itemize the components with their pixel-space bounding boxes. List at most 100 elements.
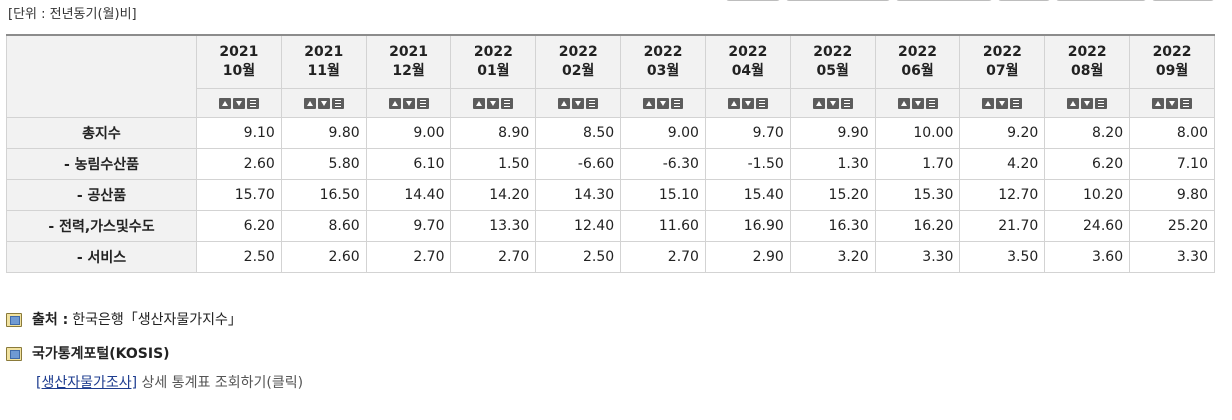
data-cell: 9.00: [620, 117, 706, 149]
data-cell: 9.00: [365, 117, 452, 149]
column-menu-icon[interactable]: [331, 97, 344, 109]
data-cell: 1.30: [789, 148, 876, 180]
period-month: 08월: [1071, 63, 1104, 79]
sort-ascending-icon[interactable]: [388, 97, 401, 109]
column-menu-icon[interactable]: [1180, 97, 1193, 109]
period-header: 2022 08월: [1044, 34, 1131, 89]
period-header: 2021 10월: [196, 34, 282, 89]
toolbar-button[interactable]: [1152, 0, 1214, 1]
sort-controls: [982, 97, 1023, 109]
data-cell: 12.40: [535, 210, 622, 242]
column-menu-icon[interactable]: [755, 97, 768, 109]
sort-descending-icon[interactable]: [317, 97, 330, 109]
top-toolbar: [726, 0, 1214, 1]
sort-controls: [473, 97, 514, 109]
period-header: 2022 07월: [959, 34, 1046, 89]
book-icon: [6, 345, 24, 361]
sort-cell: [874, 88, 961, 118]
sort-descending-icon[interactable]: [657, 97, 670, 109]
period-year: 2022: [898, 44, 938, 60]
kosis-link-suffix: 상세 통계표 조회하기(클릭): [141, 375, 304, 391]
sort-ascending-icon[interactable]: [897, 97, 910, 109]
sort-controls: [1152, 97, 1193, 109]
sort-descending-icon[interactable]: [487, 97, 500, 109]
sort-ascending-icon[interactable]: [1152, 97, 1165, 109]
toolbar-button[interactable]: [896, 0, 992, 1]
table-body: 총지수 9.10 9.80 9.00 8.90 8.50 9.00 9.70 9.90 10.00…: [6, 117, 1215, 273]
sort-cell: [789, 88, 876, 118]
sort-cell: [959, 88, 1046, 118]
column-menu-icon[interactable]: [1095, 97, 1108, 109]
period-month: 10월: [222, 63, 256, 79]
period-header: 2022 02월: [535, 34, 622, 89]
data-cell: 1.70: [874, 148, 961, 180]
sort-descending-icon[interactable]: [232, 97, 245, 109]
sort-ascending-icon[interactable]: [1067, 97, 1080, 109]
sort-ascending-icon[interactable]: [727, 97, 740, 109]
sort-controls: [218, 97, 259, 109]
sort-descending-icon[interactable]: [996, 97, 1009, 109]
data-cell: 9.80: [280, 117, 367, 149]
period-month: 02월: [562, 63, 595, 79]
period-month: 11월: [307, 63, 340, 79]
sort-descending-icon[interactable]: [402, 97, 415, 109]
sort-ascending-icon[interactable]: [558, 97, 571, 109]
data-cell: 8.00: [1129, 117, 1215, 149]
sort-descending-icon[interactable]: [1166, 97, 1179, 109]
sort-ascending-icon[interactable]: [218, 97, 231, 109]
toolbar-button[interactable]: [1056, 0, 1146, 1]
sort-cell: [1044, 88, 1131, 118]
data-cell: 21.70: [959, 210, 1046, 242]
data-cell: 2.90: [704, 241, 791, 273]
toolbar-button[interactable]: [786, 0, 890, 1]
sort-cell: [1129, 88, 1215, 118]
sort-controls: [1067, 97, 1108, 109]
data-cell: 10.20: [1044, 179, 1131, 211]
period-year: 2021: [304, 44, 344, 60]
sort-cell: [620, 88, 706, 118]
kosis-link[interactable]: [생산자물가조사]: [36, 375, 138, 391]
source-text: 한국은행「생산자물가지수」: [72, 312, 242, 328]
data-cell: 15.20: [789, 179, 876, 211]
period-year: 2022: [643, 44, 683, 60]
column-menu-icon[interactable]: [671, 97, 684, 109]
data-cell: 16.90: [704, 210, 791, 242]
sort-descending-icon[interactable]: [572, 97, 585, 109]
period-year: 2021: [389, 44, 429, 60]
column-menu-icon[interactable]: [840, 97, 853, 109]
period-year: 2022: [1067, 44, 1107, 60]
column-menu-icon[interactable]: [1010, 97, 1023, 109]
column-menu-icon[interactable]: [501, 97, 514, 109]
sort-controls: [897, 97, 938, 109]
data-cell: -1.50: [704, 148, 791, 180]
period-header-row: 2021 10월 2021 11월 2021 12월 2022 01월 2022 02월 2022 0…: [6, 34, 1215, 118]
column-menu-icon[interactable]: [416, 97, 429, 109]
sort-descending-icon[interactable]: [741, 97, 754, 109]
data-cell: 16.30: [789, 210, 876, 242]
data-cell: 2.70: [365, 241, 452, 273]
column-menu-icon[interactable]: [586, 97, 599, 109]
data-cell: 2.70: [450, 241, 537, 273]
toolbar-button[interactable]: [998, 0, 1050, 1]
data-cell: 2.50: [196, 241, 282, 273]
column-menu-icon[interactable]: [925, 97, 938, 109]
toolbar-button[interactable]: [726, 0, 780, 1]
sort-descending-icon[interactable]: [911, 97, 924, 109]
kosis-title: 국가통계포털(KOSIS): [32, 346, 170, 362]
sort-cell: [450, 88, 537, 118]
data-cell: 3.60: [1044, 241, 1131, 273]
column-menu-icon[interactable]: [246, 97, 259, 109]
data-cell: 9.10: [196, 117, 282, 149]
sort-ascending-icon[interactable]: [982, 97, 995, 109]
sort-descending-icon[interactable]: [826, 97, 839, 109]
sort-descending-icon[interactable]: [1081, 97, 1094, 109]
sort-ascending-icon[interactable]: [812, 97, 825, 109]
sort-ascending-icon[interactable]: [473, 97, 486, 109]
data-cell: 9.20: [959, 117, 1046, 149]
sort-cell: [196, 88, 282, 118]
unit-label: [단위 : 전년동기(월)비]: [8, 7, 137, 22]
corner-header: [6, 34, 197, 118]
data-cell: 3.50: [959, 241, 1046, 273]
sort-ascending-icon[interactable]: [643, 97, 656, 109]
sort-ascending-icon[interactable]: [303, 97, 316, 109]
